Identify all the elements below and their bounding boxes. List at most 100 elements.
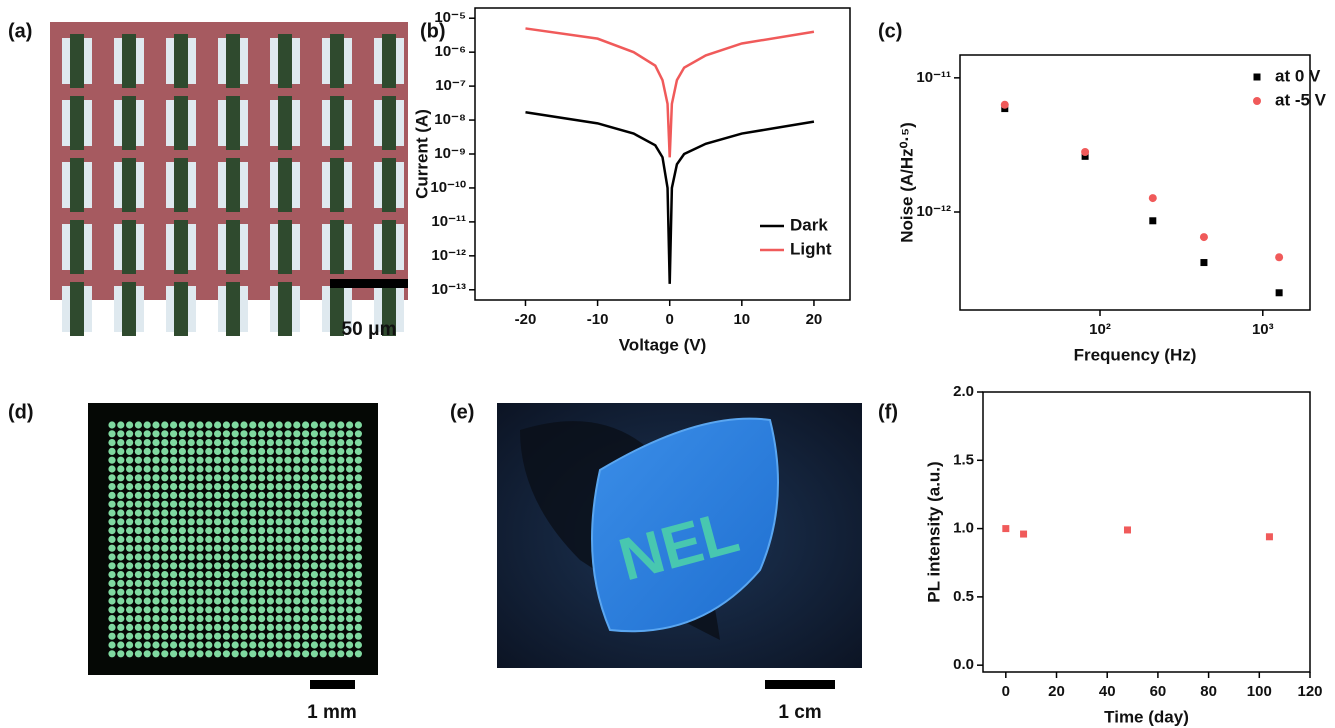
pixel <box>108 641 115 648</box>
pixel <box>126 430 133 437</box>
pixel <box>293 483 300 490</box>
pixel <box>276 465 283 472</box>
pixel <box>346 650 353 657</box>
pixel <box>223 545 230 552</box>
pixel <box>258 589 265 596</box>
pixel <box>311 597 318 604</box>
pixel <box>355 465 362 472</box>
pixel <box>240 562 247 569</box>
pixel <box>302 457 309 464</box>
pixel <box>152 580 159 587</box>
pixel <box>337 580 344 587</box>
pixel <box>214 536 221 543</box>
pixel <box>249 501 256 508</box>
pixel <box>126 650 133 657</box>
bar-electrode <box>382 34 396 88</box>
scale-label: 1 cm <box>778 702 821 723</box>
pixel <box>320 518 327 525</box>
pixel <box>337 641 344 648</box>
pixel <box>117 615 124 622</box>
pixel <box>214 615 221 622</box>
pixel <box>293 562 300 569</box>
pixel <box>293 536 300 543</box>
pixel <box>188 597 195 604</box>
pixel <box>144 518 151 525</box>
pixel <box>223 536 230 543</box>
pixel <box>320 597 327 604</box>
pixel <box>179 527 186 534</box>
pixel <box>284 606 291 613</box>
x-tick-label: 10² <box>1089 321 1111 338</box>
pixel <box>108 633 115 640</box>
pixel <box>346 641 353 648</box>
x-tick-label: 120 <box>1297 683 1322 700</box>
pixel <box>108 553 115 560</box>
pixel <box>293 439 300 446</box>
pixel <box>355 474 362 481</box>
pixel <box>240 536 247 543</box>
pixel <box>161 589 168 596</box>
pixel <box>108 536 115 543</box>
pixel <box>170 553 177 560</box>
point <box>1001 101 1009 109</box>
pixel <box>293 501 300 508</box>
pixel <box>135 430 142 437</box>
pixel <box>355 641 362 648</box>
legend-label: at 0 V <box>1275 66 1321 85</box>
pixel <box>302 501 309 508</box>
pixel <box>240 439 247 446</box>
pixel <box>179 465 186 472</box>
scale-label: 1 mm <box>307 702 357 723</box>
pixel <box>179 606 186 613</box>
pixel <box>108 615 115 622</box>
pixel <box>240 597 247 604</box>
pixel <box>293 553 300 560</box>
pixel <box>249 641 256 648</box>
pixel <box>328 527 335 534</box>
pixel <box>205 518 212 525</box>
pixel <box>117 421 124 428</box>
pixel <box>223 580 230 587</box>
pixel <box>258 483 265 490</box>
pixel <box>135 624 142 631</box>
pixel <box>117 641 124 648</box>
pixel <box>302 562 309 569</box>
pixel <box>196 439 203 446</box>
y-tick-label: 10⁻⁷ <box>435 77 466 94</box>
pixel <box>117 597 124 604</box>
pixel <box>214 553 221 560</box>
pixel <box>117 606 124 613</box>
pixel <box>196 589 203 596</box>
pixel <box>144 553 151 560</box>
pixel <box>240 624 247 631</box>
pixel <box>276 518 283 525</box>
pixel <box>108 492 115 499</box>
pixel <box>144 448 151 455</box>
pixel <box>135 457 142 464</box>
pixel <box>205 571 212 578</box>
pixel <box>205 439 212 446</box>
y-tick-label: 1.5 <box>953 451 974 468</box>
pixel <box>293 492 300 499</box>
pixel <box>126 439 133 446</box>
pixel <box>223 518 230 525</box>
pixel <box>179 492 186 499</box>
y-tick-label: 1.0 <box>953 520 974 537</box>
pixel <box>126 448 133 455</box>
pixel <box>249 650 256 657</box>
pixel <box>214 483 221 490</box>
bar-electrode <box>122 34 136 88</box>
pixel <box>152 439 159 446</box>
pixel <box>346 439 353 446</box>
point <box>1266 533 1273 540</box>
pixel <box>126 562 133 569</box>
pixel <box>126 483 133 490</box>
pixel <box>214 465 221 472</box>
pixel <box>284 448 291 455</box>
pixel <box>170 448 177 455</box>
pixel <box>108 448 115 455</box>
pixel <box>135 501 142 508</box>
pixel <box>223 509 230 516</box>
pixel <box>223 562 230 569</box>
pixel <box>152 624 159 631</box>
